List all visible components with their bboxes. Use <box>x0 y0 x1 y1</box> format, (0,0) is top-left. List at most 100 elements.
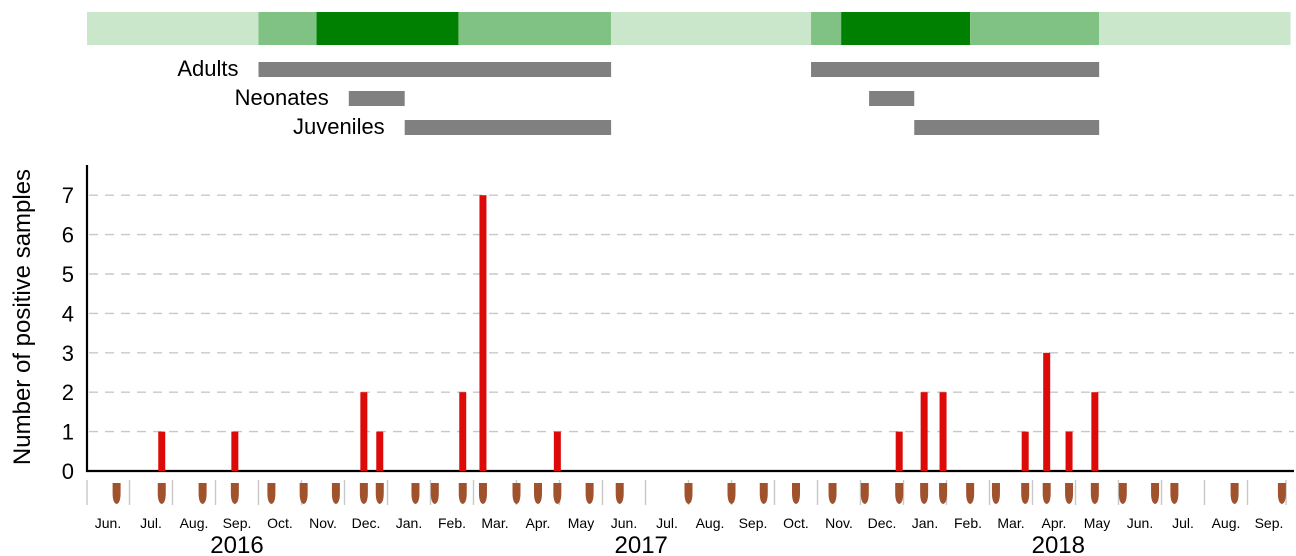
year-label: 2017 <box>615 532 668 556</box>
x-tick-label: Nov. <box>309 515 337 531</box>
sample-tube-icon <box>1277 483 1286 504</box>
season-band-segment <box>841 12 971 45</box>
y-tick-label: 1 <box>62 420 74 445</box>
sample-tube-icon <box>478 483 487 504</box>
sample-tube-icon <box>1090 483 1099 504</box>
sample-tube-icon <box>458 483 467 504</box>
sample-tube-icon <box>939 483 948 504</box>
y-tick-label: 2 <box>62 380 74 405</box>
season-band-segment <box>316 12 459 45</box>
season-band-segment <box>458 12 612 45</box>
x-tick-label: Mar. <box>481 515 508 531</box>
x-tick-label: Apr. <box>526 515 551 531</box>
x-tick-label: Sep. <box>1255 515 1284 531</box>
bar <box>1043 352 1051 471</box>
life-stage-period-bar <box>869 91 915 106</box>
season-band-segment <box>258 12 317 45</box>
x-tick-label: May <box>568 515 594 531</box>
sample-tube-icon <box>1042 483 1051 504</box>
sample-tube-icon <box>1170 483 1179 504</box>
x-tick-label: Nov. <box>825 515 853 531</box>
x-tick-label: Jun. <box>95 515 121 531</box>
life-stage-period-bar <box>348 91 405 106</box>
bar <box>360 392 368 471</box>
x-tick-label: Jul. <box>1172 515 1194 531</box>
sample-tube-icon <box>299 483 308 504</box>
x-tick-label: Dec. <box>868 515 897 531</box>
sample-tube-icon <box>553 483 562 504</box>
season-band-segment <box>87 12 259 45</box>
bar <box>376 431 384 471</box>
x-tick-label: Jan. <box>396 515 422 531</box>
x-tick-label: Oct. <box>783 515 809 531</box>
y-axis-title: Number of positive samples <box>9 169 36 465</box>
y-tick-label: 3 <box>62 341 74 366</box>
x-tick-label: Aug. <box>696 515 725 531</box>
axis-labels: 0 1 2 3 4 5 6 7 Jun. Jul. Aug. Sep. Oct. Nov. Dec. Jan.… <box>62 183 1284 556</box>
x-tick-label: Aug. <box>180 515 209 531</box>
bar <box>1021 431 1029 471</box>
x-tick-label: May <box>1084 515 1110 531</box>
x-tick-label: Aug. <box>1212 515 1241 531</box>
bar <box>1065 431 1073 471</box>
sample-tube-icon <box>585 483 594 504</box>
sample-tube-icon <box>430 483 439 504</box>
bar <box>939 392 947 471</box>
sample-tube-icon <box>759 483 768 504</box>
sample-tube-icon <box>991 483 1000 504</box>
sample-tube-icon <box>375 483 384 504</box>
x-tick-label: Apr. <box>1042 515 1067 531</box>
bar <box>895 431 903 471</box>
sample-tube-icon <box>112 483 121 504</box>
x-tick-label: Mar. <box>997 515 1024 531</box>
x-tick-label: Sep. <box>739 515 768 531</box>
season-band <box>87 12 1291 45</box>
sample-tube-icon <box>727 483 736 504</box>
sample-tube-icon <box>1230 483 1239 504</box>
y-tick-label: 4 <box>62 301 74 326</box>
sample-tube-icon <box>157 483 166 504</box>
sample-tube-icon <box>534 483 542 504</box>
sample-tube-icon <box>1065 483 1074 504</box>
sample-tube-icon <box>615 483 624 504</box>
x-tick-label: Sep. <box>223 515 252 531</box>
axes <box>85 165 1294 473</box>
sample-tube-icon <box>359 483 368 504</box>
bar <box>231 431 239 471</box>
sample-tube-icon <box>860 483 869 504</box>
sample-tube-icon <box>684 483 693 504</box>
y-tick-label: 5 <box>62 262 74 287</box>
x-tick-label: Jun. <box>1127 515 1153 531</box>
sample-tube-icon <box>1118 483 1127 504</box>
season-band-segment <box>1099 12 1291 45</box>
y-tick-label: 6 <box>62 223 74 248</box>
bars <box>158 195 1099 471</box>
y-tick-label: 7 <box>62 183 74 208</box>
bar <box>479 195 487 471</box>
x-tick-label: Jul. <box>656 515 678 531</box>
sample-tube-icon <box>895 483 904 504</box>
life-stage-timeline: Adults Neonates Juveniles <box>177 56 1100 139</box>
sample-tube-icon <box>1151 483 1160 504</box>
sample-tube-icon <box>920 483 929 504</box>
bar <box>459 392 467 471</box>
sample-tube-icon <box>198 483 207 504</box>
x-tick-label: Jun. <box>611 515 637 531</box>
life-stage-period-bar <box>404 120 612 135</box>
y-tick-label: 0 <box>62 459 74 484</box>
sample-tube-icon <box>792 483 800 504</box>
bar <box>1091 392 1099 471</box>
bar <box>920 392 928 471</box>
year-label: 2016 <box>210 532 263 556</box>
sample-tube-icon <box>267 483 276 504</box>
sample-tube-icon <box>512 483 521 504</box>
life-stage-period-bar <box>811 62 1100 77</box>
sample-tube-icon <box>966 483 975 504</box>
life-stage-label: Adults <box>177 56 238 81</box>
season-band-segment <box>970 12 1100 45</box>
bar <box>553 431 561 471</box>
gridlines <box>89 194 1294 433</box>
sample-tube-icon <box>331 483 340 504</box>
x-tick-label: Jul. <box>140 515 162 531</box>
